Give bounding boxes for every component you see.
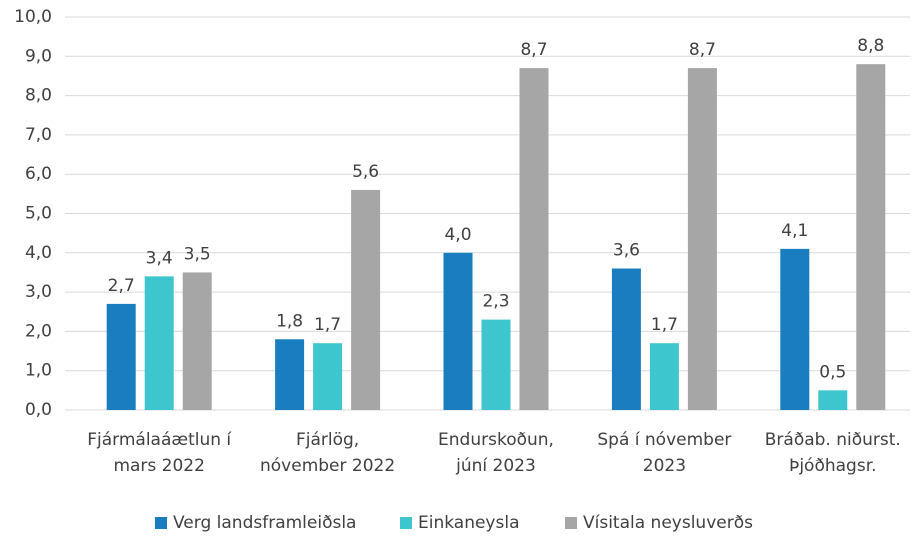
bar <box>818 390 848 410</box>
value-label: 1,7 <box>314 315 341 335</box>
legend-label: Vísitala neysluverðs <box>583 513 753 533</box>
value-label: 8,7 <box>689 40 716 60</box>
bar <box>519 68 549 410</box>
bar <box>351 189 381 410</box>
y-tick-label: 3,0 <box>25 282 52 302</box>
value-label: 3,4 <box>146 248 173 268</box>
legend-label: Einkaneysla <box>418 513 520 533</box>
legend-swatch <box>400 517 412 529</box>
y-tick-label: 2,0 <box>25 321 52 341</box>
bar <box>106 303 136 410</box>
bar <box>780 248 810 410</box>
y-tick-label: 0,0 <box>25 400 52 420</box>
value-label: 1,7 <box>651 315 678 335</box>
value-label: 4,1 <box>781 221 808 241</box>
bar <box>649 343 679 410</box>
x-tick-label: Fjárlög, nóvember 2022 <box>260 430 395 476</box>
value-label: 0,5 <box>819 362 846 382</box>
bar <box>687 68 717 410</box>
bar <box>275 339 305 410</box>
y-tick-label: 10,0 <box>14 7 52 27</box>
x-tick-label: Fjármálaáætlun í mars 2022 <box>87 430 232 476</box>
value-label: 5,6 <box>352 162 379 182</box>
y-tick-label: 4,0 <box>25 243 52 263</box>
value-label: 8,7 <box>520 40 547 60</box>
value-label: 8,8 <box>857 36 884 56</box>
x-tick-label: Spá í nóvember 2023 <box>597 430 731 476</box>
value-label: 1,8 <box>276 311 303 331</box>
value-label: 3,6 <box>613 241 640 261</box>
legend-label: Verg landsframleiðsla <box>173 513 356 533</box>
y-tick-label: 1,0 <box>25 361 52 381</box>
bar <box>182 272 212 410</box>
value-label: 2,7 <box>108 276 135 296</box>
y-tick-label: 5,0 <box>25 204 52 224</box>
y-tick-label: 7,0 <box>25 125 52 145</box>
legend-swatch <box>565 517 577 529</box>
bar <box>443 252 473 410</box>
y-tick-label: 6,0 <box>25 164 52 184</box>
bar <box>611 268 641 410</box>
bar <box>144 276 174 410</box>
value-label: 2,3 <box>482 292 509 312</box>
bar <box>481 319 511 410</box>
y-tick-label: 8,0 <box>25 86 52 106</box>
legend-swatch <box>155 517 167 529</box>
y-tick-label: 9,0 <box>25 46 52 66</box>
x-tick-label: Bráðab. niðurst. Þjóðhagsr. <box>765 430 901 476</box>
bar <box>856 64 886 410</box>
x-tick-label: Endurskoðun, júní 2023 <box>438 430 554 476</box>
bar <box>313 343 343 410</box>
value-label: 4,0 <box>444 225 471 245</box>
value-label: 3,5 <box>184 244 211 264</box>
